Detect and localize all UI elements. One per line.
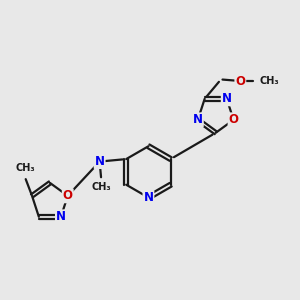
Text: N: N	[94, 155, 105, 168]
Text: O: O	[235, 74, 245, 88]
Text: N: N	[222, 92, 232, 105]
Text: N: N	[56, 210, 66, 223]
Text: CH₃: CH₃	[259, 76, 279, 86]
Text: O: O	[63, 189, 73, 202]
Text: N: N	[193, 113, 203, 126]
Text: CH₃: CH₃	[15, 163, 35, 173]
Text: O: O	[229, 113, 238, 126]
Text: CH₃: CH₃	[92, 182, 111, 192]
Text: N: N	[143, 191, 153, 204]
